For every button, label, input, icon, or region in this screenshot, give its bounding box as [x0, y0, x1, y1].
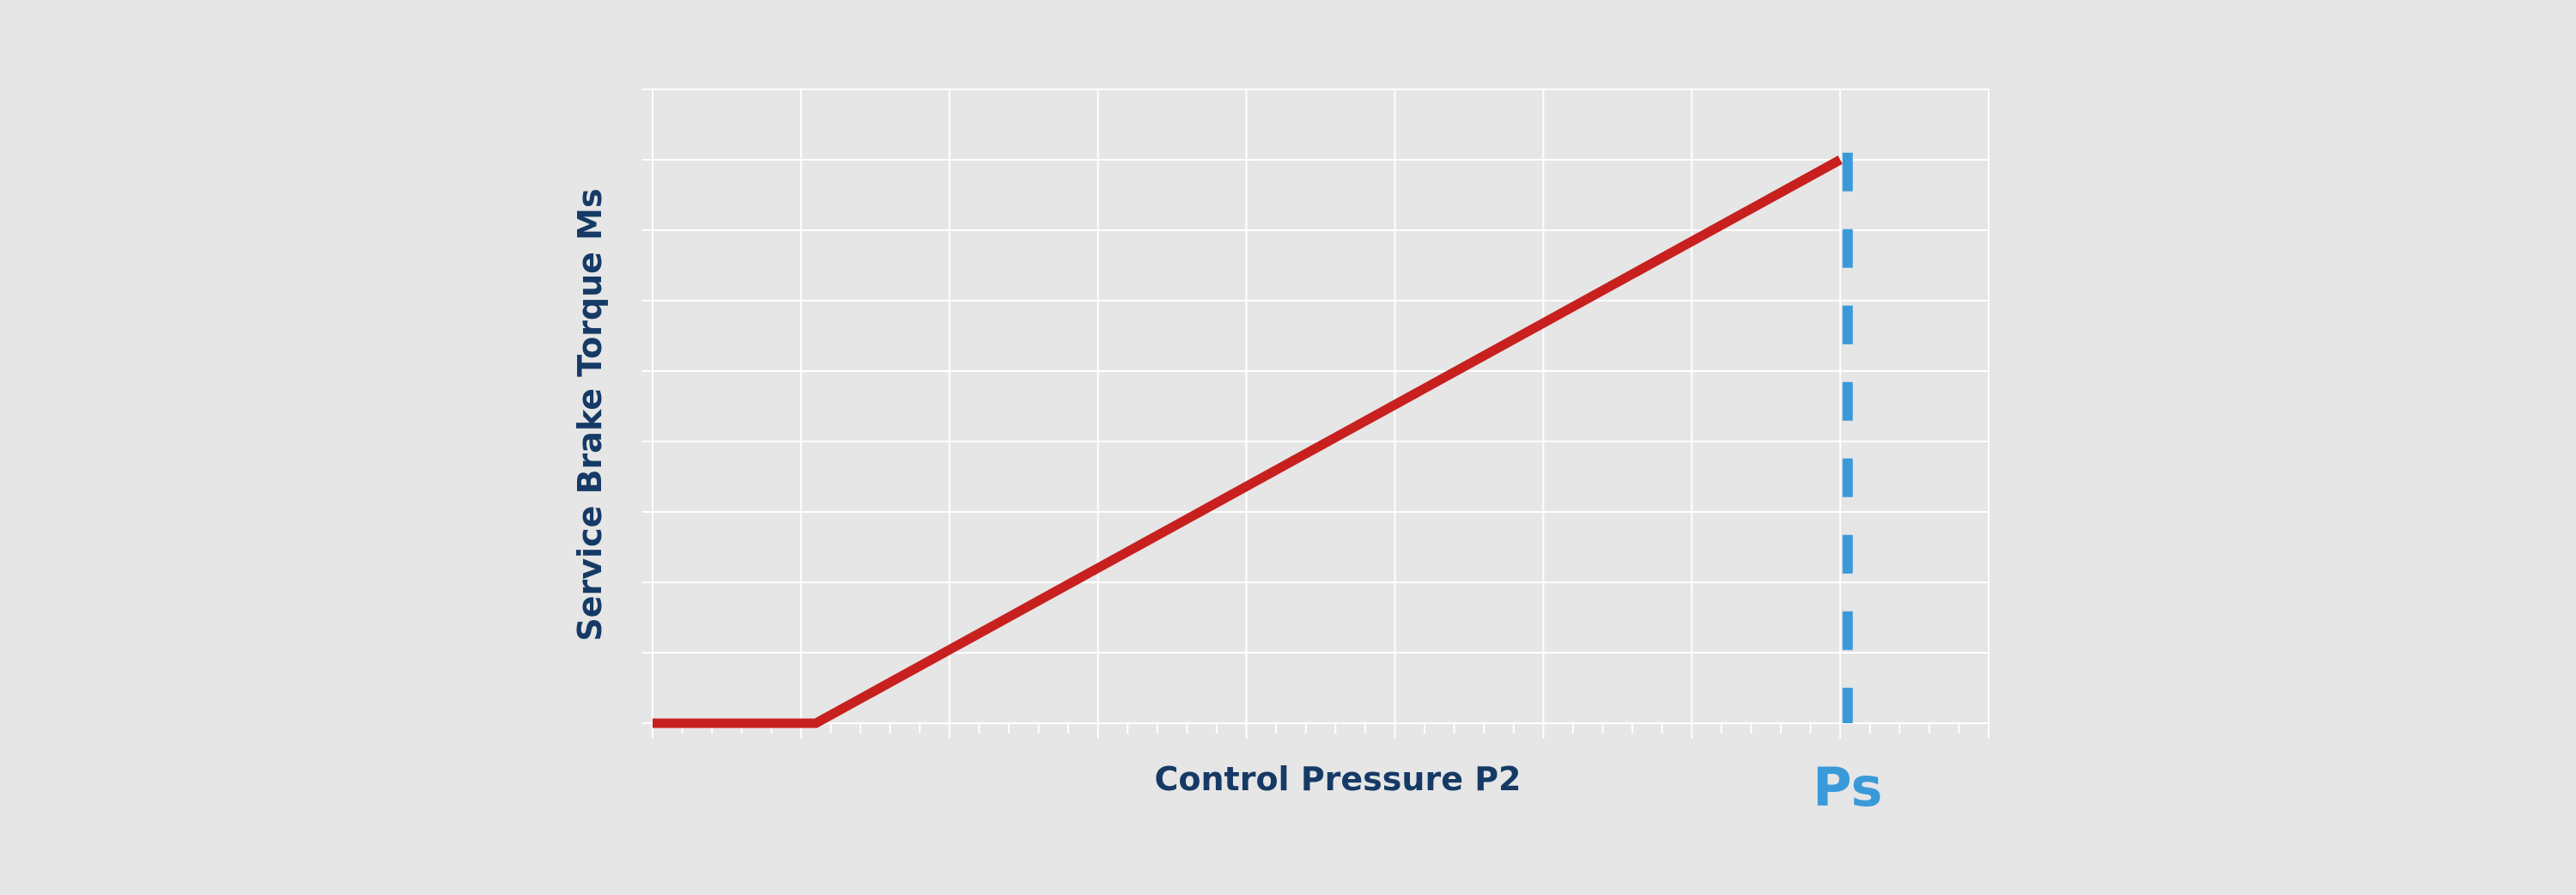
series [653, 155, 1843, 728]
x-axis-label: Control Pressure P2 [1155, 760, 1522, 798]
grid [642, 88, 1990, 739]
x-axis-ticks [681, 723, 1960, 734]
ps-label: Ps [1813, 756, 1882, 819]
y-axis-label: Service Brake Torque Ms [571, 188, 609, 641]
series-line [653, 155, 1843, 728]
